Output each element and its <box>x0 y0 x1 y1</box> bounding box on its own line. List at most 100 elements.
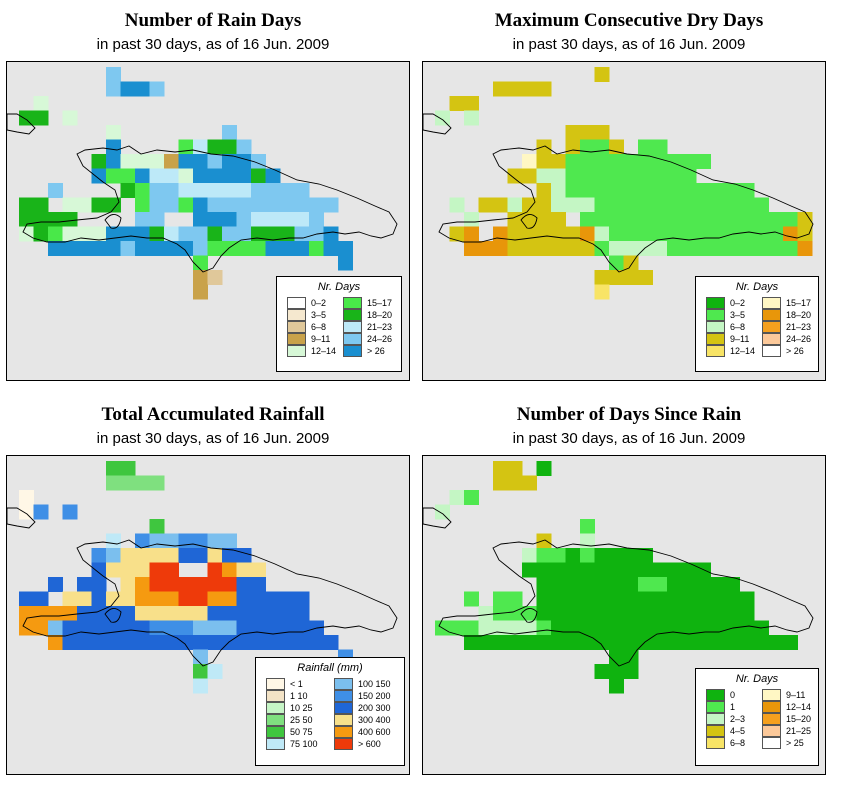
grid-cell <box>135 635 150 650</box>
grid-cell <box>120 461 136 476</box>
legend-label: > 26 <box>367 346 385 356</box>
grid-cell <box>652 577 668 592</box>
grid-cell <box>193 212 208 227</box>
grid-cell <box>120 475 136 491</box>
grid-cell <box>149 212 165 227</box>
grid-cell <box>280 212 295 227</box>
grid-cell <box>294 241 310 256</box>
grid-cell <box>609 270 624 285</box>
legend-item: 18–20 <box>343 309 392 321</box>
grid-cell <box>251 620 266 636</box>
grid-cell <box>251 606 266 621</box>
legend-item: 0–2 <box>287 297 326 309</box>
grid-cell <box>565 635 581 650</box>
legend-swatch <box>706 689 725 701</box>
grid-cell <box>207 562 223 578</box>
legend-label: 75 100 <box>290 739 318 749</box>
grid-cell <box>106 197 121 213</box>
grid-cell <box>536 533 552 549</box>
legend-label: 15–17 <box>367 298 393 308</box>
grid-cell <box>652 168 668 184</box>
grid-cell <box>193 678 208 694</box>
map-since-rain: Nr. Days 0 1 2–3 4–5 6–8 9–11 12–14 15–20 21–25 >… <box>422 455 826 775</box>
legend-item: 400 600 <box>334 726 391 738</box>
map-grid <box>423 461 814 694</box>
grid-cell <box>33 606 49 621</box>
panel-since-rain: Number of Days Since Rain in past 30 day… <box>422 394 836 781</box>
grid-cell <box>135 620 150 636</box>
legend-label: 12–14 <box>730 346 756 356</box>
grid-cell <box>652 606 668 621</box>
grid-cell <box>580 168 595 184</box>
grid-cell <box>565 620 581 636</box>
grid-cell <box>280 241 295 256</box>
legend-label: 0–2 <box>311 298 327 308</box>
grid-cell <box>435 504 450 520</box>
legend-swatch <box>706 309 725 321</box>
grid-cell <box>193 591 208 607</box>
grid-cell <box>609 562 624 578</box>
grid-cell <box>106 635 121 650</box>
grid-cell <box>135 562 150 578</box>
grid-cell <box>681 577 697 592</box>
legend-swatch <box>762 689 781 701</box>
legend-label: 3–5 <box>730 310 746 320</box>
legend-swatch <box>343 333 362 345</box>
grid-cell <box>609 212 624 227</box>
legend-item: 15–17 <box>343 297 392 309</box>
grid-cell <box>19 504 34 520</box>
grid-cell <box>91 620 107 636</box>
grid-cell <box>609 577 624 592</box>
grid-cell <box>120 562 136 578</box>
grid-cell <box>464 620 479 636</box>
grid-cell <box>739 183 755 198</box>
grid-cell <box>236 212 252 227</box>
grid-cell <box>120 226 136 242</box>
grid-cell <box>120 620 136 636</box>
grid-cell <box>149 533 165 549</box>
grid-cell <box>609 226 624 242</box>
grid-cell <box>120 168 136 184</box>
grid-cell <box>62 635 78 650</box>
grid-cell <box>797 226 813 242</box>
grid-cell <box>551 183 566 198</box>
grid-cell <box>222 241 237 256</box>
grid-cell <box>207 606 223 621</box>
grid-cell <box>33 197 49 213</box>
grid-cell <box>149 168 165 184</box>
grid-cell <box>222 635 237 650</box>
grid-cell <box>222 154 237 169</box>
grid-cell <box>681 197 697 213</box>
grid-cell <box>106 562 121 578</box>
grid-cell <box>251 577 266 592</box>
grid-cell <box>62 197 78 213</box>
grid-cell <box>48 212 63 227</box>
grid-cell <box>280 183 295 198</box>
grid-cell <box>106 533 121 549</box>
grid-cell <box>667 606 682 621</box>
legend-swatch <box>266 726 285 738</box>
legend: Nr. Days 0–2 3–5 6–8 9–11 12–14 15–17 18–20 21–… <box>695 276 819 372</box>
map-grid <box>423 67 814 300</box>
grid-cell <box>754 635 769 650</box>
grid-cell <box>536 168 552 184</box>
legend-label: 21–23 <box>367 322 393 332</box>
grid-cell <box>580 226 595 242</box>
grid-cell <box>768 635 784 650</box>
lake-outline <box>104 608 122 623</box>
grid-cell <box>222 533 237 549</box>
grid-cell <box>551 197 566 213</box>
grid-cell <box>33 212 49 227</box>
grid-cell <box>77 241 92 256</box>
legend-title: Nr. Days <box>735 281 779 293</box>
grid-cell <box>251 241 266 256</box>
grid-cell <box>565 241 581 256</box>
grid-cell <box>309 635 324 650</box>
grid-cell <box>120 577 136 592</box>
grid-cell <box>681 226 697 242</box>
grid-cell <box>638 197 653 213</box>
grid-cell <box>62 110 78 126</box>
grid-cell <box>33 110 49 126</box>
grid-cell <box>638 241 653 256</box>
grid-cell <box>120 635 136 650</box>
